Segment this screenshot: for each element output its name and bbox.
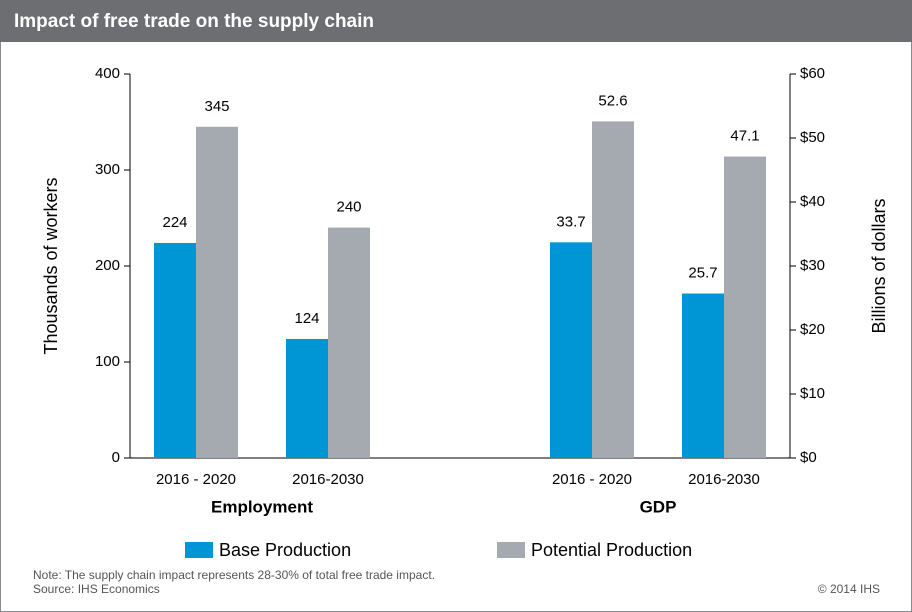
bar	[154, 242, 196, 458]
y2-tick-label: $50	[800, 129, 825, 146]
value-label: 240	[336, 199, 361, 216]
legend-label: Potential Production	[531, 540, 692, 560]
y-tick-label: 100	[95, 353, 120, 370]
bar	[196, 126, 238, 459]
value-label: 52.6	[598, 92, 627, 109]
value-label: 33.7	[556, 213, 585, 230]
copyright: © 2014 IHS	[818, 582, 880, 596]
y2-tick-label: $20	[800, 321, 825, 338]
legend-swatch	[497, 542, 525, 558]
y2-axis-label: Billions of dollars	[869, 198, 889, 333]
y2-tick-label: $40	[800, 193, 825, 210]
bar	[724, 156, 766, 458]
y2-tick-label: $10	[800, 385, 825, 402]
legend-swatch	[185, 542, 213, 558]
y2-tick-label: $0	[800, 449, 817, 466]
group-label: Employment	[211, 497, 313, 516]
note: Note: The supply chain impact represents…	[33, 568, 435, 582]
y-axis-label: Thousands of workers	[41, 177, 61, 354]
value-label: 25.7	[688, 264, 717, 281]
y-tick-label: 300	[95, 161, 120, 178]
value-label: 224	[162, 214, 187, 231]
legend-label: Base Production	[219, 540, 351, 560]
value-label: 124	[294, 310, 319, 327]
group-label: GDP	[640, 497, 677, 516]
bar	[286, 338, 328, 458]
value-label: 47.1	[730, 128, 759, 145]
bar	[592, 121, 634, 459]
y-tick-label: 0	[112, 449, 120, 466]
x-tick-label: 2016 - 2020	[552, 471, 632, 488]
x-tick-label: 2016 - 2020	[156, 471, 236, 488]
y-tick-label: 400	[95, 65, 120, 82]
y2-tick-label: $60	[800, 65, 825, 82]
x-tick-label: 2016-2030	[688, 471, 760, 488]
value-label: 345	[204, 98, 229, 115]
bar	[550, 242, 592, 458]
bar	[328, 227, 370, 458]
y2-tick-label: $30	[800, 257, 825, 274]
x-tick-label: 2016-2030	[292, 471, 364, 488]
y-tick-label: 200	[95, 257, 120, 274]
chart-title: Impact of free trade on the supply chain	[14, 11, 374, 32]
header	[0, 0, 912, 42]
bar	[682, 293, 724, 458]
source: Source: IHS Economics	[33, 582, 160, 596]
